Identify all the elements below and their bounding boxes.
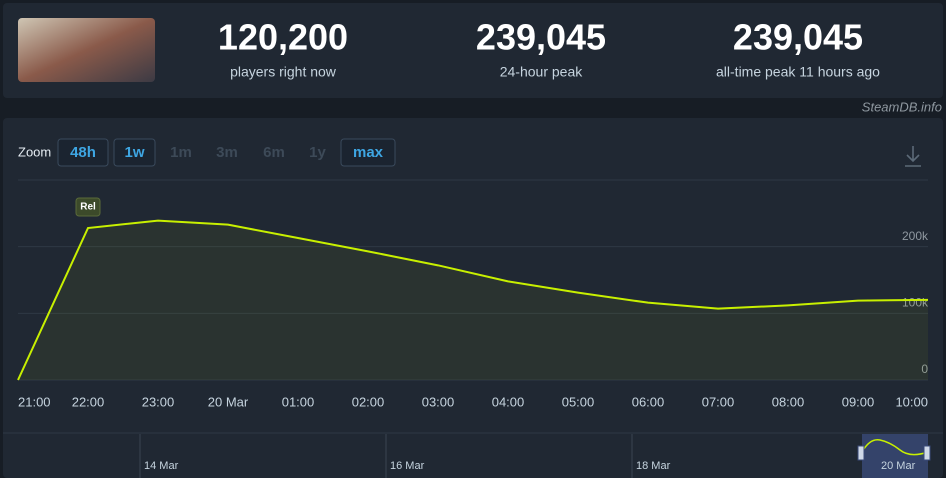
x-tick-label: 03:00 (422, 394, 455, 409)
zoom-label: Zoom (18, 144, 51, 159)
y-tick-label: 200k (902, 229, 929, 243)
stat-label: all-time peak 11 hours ago (716, 64, 880, 80)
x-tick-label: 10:00 (895, 394, 928, 409)
x-tick-label: 02:00 (352, 394, 385, 409)
navigator-handle[interactable] (857, 445, 865, 461)
stat-value: 239,045 (476, 17, 606, 58)
download-icon[interactable] (905, 146, 921, 167)
navigator-label: 14 Mar (144, 460, 179, 472)
navigator-label: 20 Mar (881, 460, 916, 472)
stats-panel (3, 3, 943, 98)
zoom-button[interactable] (57, 138, 109, 167)
zoom-option[interactable]: 6m (263, 144, 285, 161)
stat-label: players right now (230, 64, 337, 80)
zoom-option[interactable]: 1m (170, 144, 192, 161)
annotation-flag (75, 197, 101, 217)
zoom-option[interactable]: 3m (216, 144, 238, 161)
zoom-option[interactable]: max (353, 144, 384, 161)
stat-label: 24-hour peak (500, 64, 584, 80)
x-tick-label: 23:00 (142, 394, 175, 409)
zoom-option[interactable]: 48h (70, 144, 96, 161)
y-tick-label: 0 (921, 362, 928, 376)
x-tick-label: 08:00 (772, 394, 805, 409)
navigator-handle[interactable] (923, 445, 931, 461)
zoom-button[interactable] (113, 138, 156, 167)
x-tick-label: 22:00 (72, 394, 105, 409)
area (18, 220, 928, 380)
x-tick-label: 09:00 (842, 394, 875, 409)
x-tick-label: 07:00 (702, 394, 735, 409)
source-link[interactable]: SteamDB.info (862, 99, 942, 114)
navigator-label: 16 Mar (390, 460, 425, 472)
zoom-option[interactable]: 1w (124, 144, 144, 161)
zoom-option[interactable]: 1y (309, 144, 326, 161)
navigator-line (861, 439, 929, 456)
x-tick-label: 21:00 (18, 394, 51, 409)
x-tick-label: 01:00 (282, 394, 315, 409)
x-tick-label: 05:00 (562, 394, 595, 409)
game-image[interactable] (18, 18, 155, 82)
stat-value: 120,200 (218, 17, 348, 58)
zoom-button[interactable] (340, 138, 396, 167)
chart-panel (3, 118, 943, 478)
line (17, 219, 929, 381)
navigator-label: 18 Mar (636, 460, 671, 472)
annotation-text: Rel (80, 202, 96, 213)
x-tick-label: 06:00 (632, 394, 665, 409)
x-tick-label: 20 Mar (208, 394, 249, 409)
stat-value: 239,045 (733, 17, 863, 58)
x-tick-label: 04:00 (492, 394, 525, 409)
